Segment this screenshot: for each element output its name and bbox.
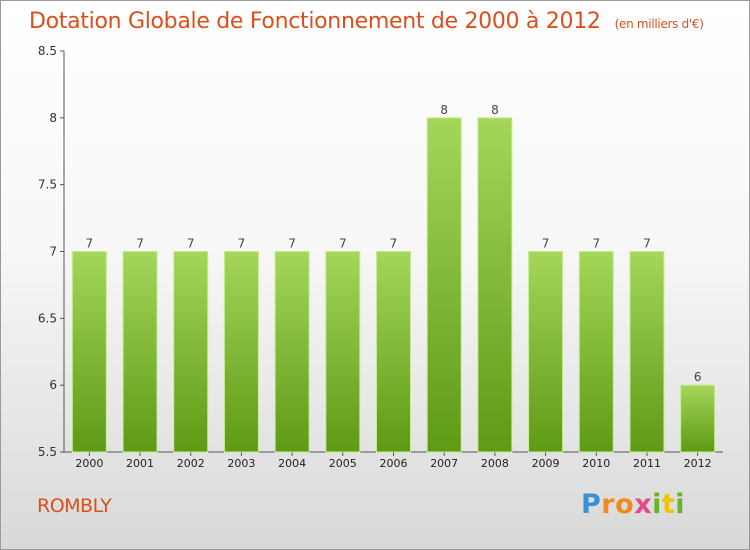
bar-2006: [376, 251, 411, 453]
data-label: 7: [238, 237, 246, 251]
bar-2003: [223, 251, 259, 453]
x-tick-label: 2002: [177, 457, 205, 470]
logo-letter: i: [652, 489, 662, 520]
logo-letter: r: [601, 489, 616, 520]
bar-2002: [173, 251, 209, 453]
bar-2012: [680, 384, 716, 453]
logo-letter: P: [581, 489, 602, 520]
x-tick-label: 2005: [329, 457, 357, 470]
x-tick-label: 2011: [633, 457, 661, 470]
logo-letter: i: [675, 489, 686, 520]
x-tick-label: 2009: [532, 457, 560, 470]
bar-2009: [528, 251, 564, 453]
data-label: 7: [86, 237, 94, 251]
data-label: 7: [542, 237, 550, 251]
x-tick-label: 2003: [227, 457, 255, 470]
bar-2004: [274, 251, 310, 453]
bar-2010: [578, 251, 614, 453]
data-label: 7: [592, 237, 600, 251]
data-label: 7: [288, 237, 296, 251]
x-tick-label: 2006: [380, 457, 408, 470]
y-tick-label: 8.5: [38, 44, 57, 58]
data-label: 8: [491, 103, 499, 117]
data-label: 7: [339, 237, 347, 251]
x-tick-label: 2001: [126, 457, 154, 470]
y-tick-label: 7: [49, 245, 57, 259]
proxiti-logo: Proxiti: [581, 489, 685, 520]
data-label: 7: [136, 237, 144, 251]
data-labels: 7 7 7 7 7 7 7 8 8 7 7 7 6: [86, 103, 702, 384]
bar-2007: [426, 117, 462, 453]
y-tick-label: 6: [49, 378, 57, 392]
data-label: 7: [643, 237, 651, 251]
x-tick-label: 2008: [481, 457, 509, 470]
bar-2008: [477, 117, 513, 453]
commune-name: ROMBLY: [37, 495, 112, 517]
data-label: 7: [187, 237, 195, 251]
x-tick-label: 2012: [684, 457, 712, 470]
axes: 5.5 6 6.5 7 7.5 8 8.5 2000 2001 2002 2003 2004 2005 2…: [38, 44, 723, 470]
bar-2005: [325, 251, 361, 453]
chart-title-text: Dotation Globale de Fonctionnement de 20…: [29, 9, 601, 34]
x-tick-label: 2000: [75, 457, 103, 470]
x-tick-label: 2007: [430, 457, 458, 470]
chart-subtitle: (en milliers d'€): [614, 17, 704, 31]
logo-letter: x: [634, 489, 653, 520]
y-tick-label: 5.5: [38, 445, 57, 459]
x-tick-label: 2010: [582, 457, 610, 470]
x-tick-label: 2004: [278, 457, 306, 470]
bars: [71, 117, 716, 453]
bar-2000: [71, 251, 107, 453]
data-label: 7: [390, 237, 398, 251]
logo-letter: t: [661, 489, 676, 520]
bar-2001: [122, 251, 158, 453]
chart-title: Dotation Globale de Fonctionnement de 20…: [29, 9, 704, 34]
logo-letter: o: [615, 489, 635, 520]
y-tick-label: 8: [49, 111, 57, 125]
data-label: 6: [694, 370, 702, 384]
data-label: 8: [440, 103, 448, 117]
y-tick-label: 7.5: [38, 178, 57, 192]
bar-2011: [629, 251, 665, 453]
y-tick-label: 6.5: [38, 311, 57, 325]
